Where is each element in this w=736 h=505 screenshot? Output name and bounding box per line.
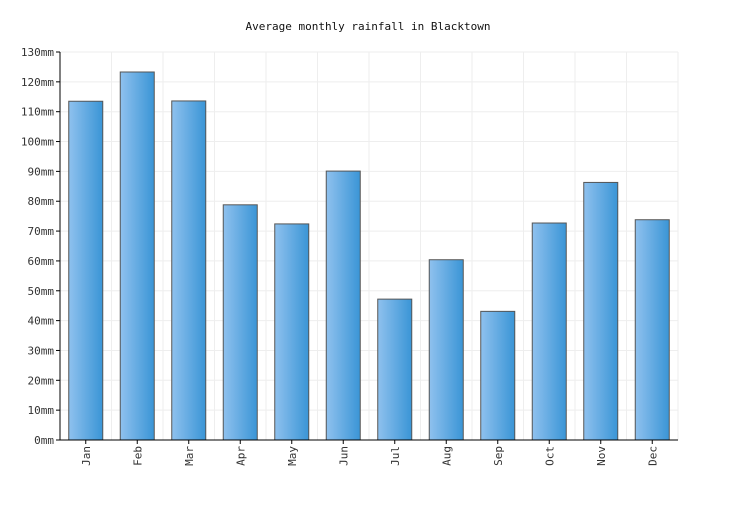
bar-apr [222,204,258,441]
bar-nov [583,181,619,441]
y-tick-label: 50mm [28,285,55,298]
y-tick-label: 80mm [28,195,55,208]
chart-title: Average monthly rainfall in Blacktown [245,20,491,33]
bar-may [274,223,310,441]
y-tick-label: 90mm [28,165,55,178]
bar-jun [325,170,361,441]
y-tick-label: 100mm [21,136,54,149]
x-tick-label: Oct [543,446,556,466]
x-tick-label: Apr [234,446,247,466]
bar-jan [68,100,104,441]
bar-dec [634,219,670,441]
x-tick-label: May [286,446,299,466]
x-tick-label: Nov [595,446,608,466]
bar-sep [480,310,516,441]
y-tick-label: 110mm [21,106,54,119]
bar-feb [119,71,155,441]
y-tick-label: 60mm [28,255,55,268]
x-tick-label: Jul [389,446,402,466]
y-tick-label: 30mm [28,344,55,357]
y-tick-label: 0mm [34,434,54,447]
y-tick-label: 70mm [28,225,55,238]
y-tick-label: 10mm [28,404,55,417]
x-tick-label: Aug [440,446,453,466]
y-tick-label: 20mm [28,374,55,387]
y-tick-label: 130mm [21,46,54,59]
bar-jul [377,298,413,441]
x-tick-label: Jun [337,446,350,466]
x-tick-label: Jan [80,446,93,466]
bar-mar [171,100,207,441]
y-tick-label: 40mm [28,315,55,328]
x-tick-label: Dec [646,446,659,466]
x-tick-label: Mar [183,446,196,466]
bar-oct [531,222,567,441]
x-tick-label: Sep [492,446,505,466]
bar-aug [428,259,464,441]
x-tick-label: Feb [131,446,144,466]
y-tick-label: 120mm [21,76,54,89]
